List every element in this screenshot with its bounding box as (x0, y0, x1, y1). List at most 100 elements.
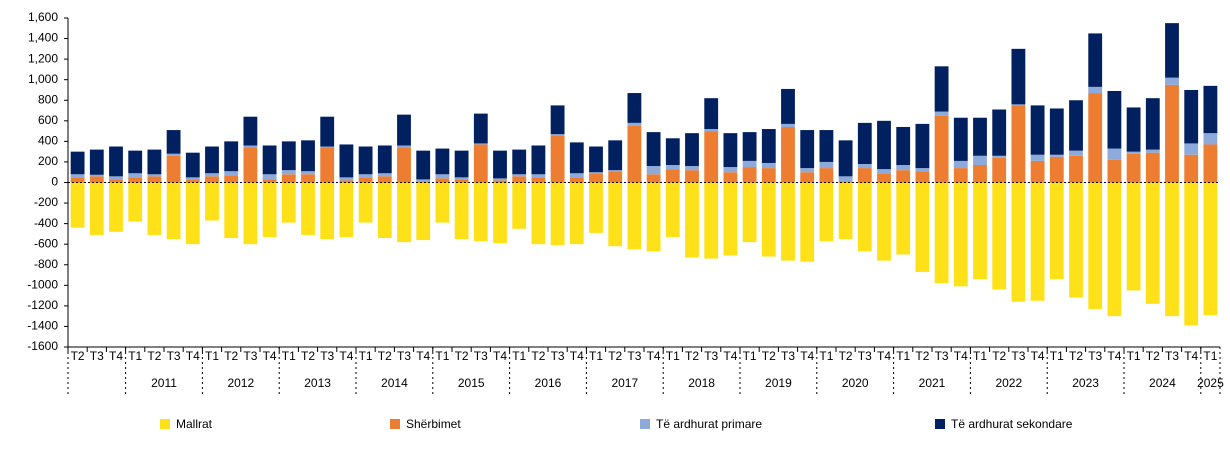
x-tick-label: T4 (647, 349, 661, 363)
bar-segment (781, 126, 795, 183)
bar-segment (627, 93, 642, 123)
x-tick-label: T2 (71, 349, 85, 363)
bar-segment (761, 162, 776, 169)
bar-segment (493, 182, 507, 244)
bar-segment (531, 182, 546, 245)
bar-segment (205, 173, 219, 177)
x-tick-label: T2 (915, 349, 929, 363)
bar-segment (1030, 182, 1045, 301)
bar-segment (838, 182, 853, 240)
x-tick-label: T4 (723, 349, 737, 363)
x-tick-label: T1 (1203, 349, 1217, 363)
bar-segment (243, 147, 258, 183)
bar-segment (512, 182, 527, 229)
x-tick-label: T4 (954, 349, 968, 363)
x-tick-label: T3 (1088, 349, 1102, 363)
bar-segment (301, 140, 315, 172)
bar-segment (877, 173, 891, 183)
bar-segment (1049, 156, 1064, 183)
bar-segment (416, 179, 431, 182)
group-label: 2017 (611, 376, 638, 390)
bar-segment (281, 182, 296, 223)
bar-segment (589, 172, 603, 174)
group-label: 2025 (1197, 376, 1224, 390)
bar-segment (435, 182, 450, 223)
legend-label: Të ardhurat sekondare (951, 417, 1073, 431)
legend-swatch (160, 419, 170, 429)
bar-segment (89, 182, 104, 235)
x-tick-label: T1 (589, 349, 603, 363)
x-tick-label: T2 (839, 349, 853, 363)
bar-segment (973, 182, 987, 280)
bar-segment (512, 176, 527, 183)
bar-segment (973, 117, 987, 156)
x-tick-label: T2 (992, 349, 1006, 363)
bar-segment (896, 170, 911, 183)
y-tick-label: -1600 (27, 339, 58, 353)
y-tick-label: -1400 (27, 319, 58, 333)
x-tick-label: T2 (531, 349, 545, 363)
y-tick-label: -200 (34, 195, 58, 209)
legend-label: Të ardhurat primare (656, 417, 762, 431)
bar-segment (857, 122, 872, 164)
bar-segment (109, 146, 123, 177)
x-tick-label: T3 (858, 349, 872, 363)
bar-segment (531, 145, 546, 175)
bar-segment (70, 174, 85, 178)
bar-segment (877, 120, 891, 170)
bar-segment (742, 160, 757, 168)
x-tick-label: T1 (1127, 349, 1141, 363)
x-tick-label: T2 (224, 349, 238, 363)
y-tick-label: 200 (38, 154, 58, 168)
bar-segment (627, 122, 642, 126)
bar-segment (166, 153, 181, 156)
bar-segment (473, 182, 488, 242)
bar-segment (1049, 182, 1064, 280)
bar-segment (166, 155, 181, 183)
bar-segment (742, 132, 757, 161)
x-tick-label: T3 (397, 349, 411, 363)
bar-segment (185, 152, 200, 178)
legend-label: Mallrat (176, 417, 213, 431)
x-tick-label: T4 (1107, 349, 1121, 363)
legend-swatch (935, 419, 945, 429)
y-tick-label: 1,400 (28, 31, 58, 45)
y-tick-label: 800 (38, 92, 58, 106)
x-tick-label: T2 (685, 349, 699, 363)
bar-segment (358, 146, 373, 175)
bar-segment (934, 66, 949, 112)
bar-segment (1184, 182, 1199, 326)
bar-segment (1126, 151, 1141, 154)
bar-segment (89, 176, 104, 183)
bar-segment (608, 182, 623, 247)
bar-segment (838, 140, 853, 177)
bar-segment (416, 182, 431, 241)
bar-segment (531, 177, 546, 183)
bar-segment (915, 182, 930, 272)
x-tick-label: T1 (282, 349, 296, 363)
bar-segment (185, 177, 200, 180)
bar-segment (665, 169, 680, 183)
bar-segment (416, 150, 431, 180)
bar-segment (512, 149, 527, 175)
bar-segment (1184, 154, 1199, 183)
bar-segment (1184, 89, 1199, 144)
bar-segment (723, 167, 738, 173)
x-tick-label: T1 (743, 349, 757, 363)
bar-segment (589, 146, 603, 173)
bar-segment (397, 182, 411, 243)
bar-segment (704, 131, 719, 183)
bar-segment (243, 182, 258, 245)
bar-segment (147, 174, 162, 177)
x-tick-label: T4 (1031, 349, 1045, 363)
x-tick-label: T2 (608, 349, 622, 363)
bar-segment (1165, 182, 1179, 317)
bar-segment (1107, 182, 1122, 317)
bar-segment (608, 171, 623, 183)
bar-segment (608, 170, 623, 172)
bar-segment (262, 179, 277, 183)
bar-segment (1069, 155, 1083, 183)
bar-segment (147, 182, 162, 235)
x-tick-label: T2 (301, 349, 315, 363)
